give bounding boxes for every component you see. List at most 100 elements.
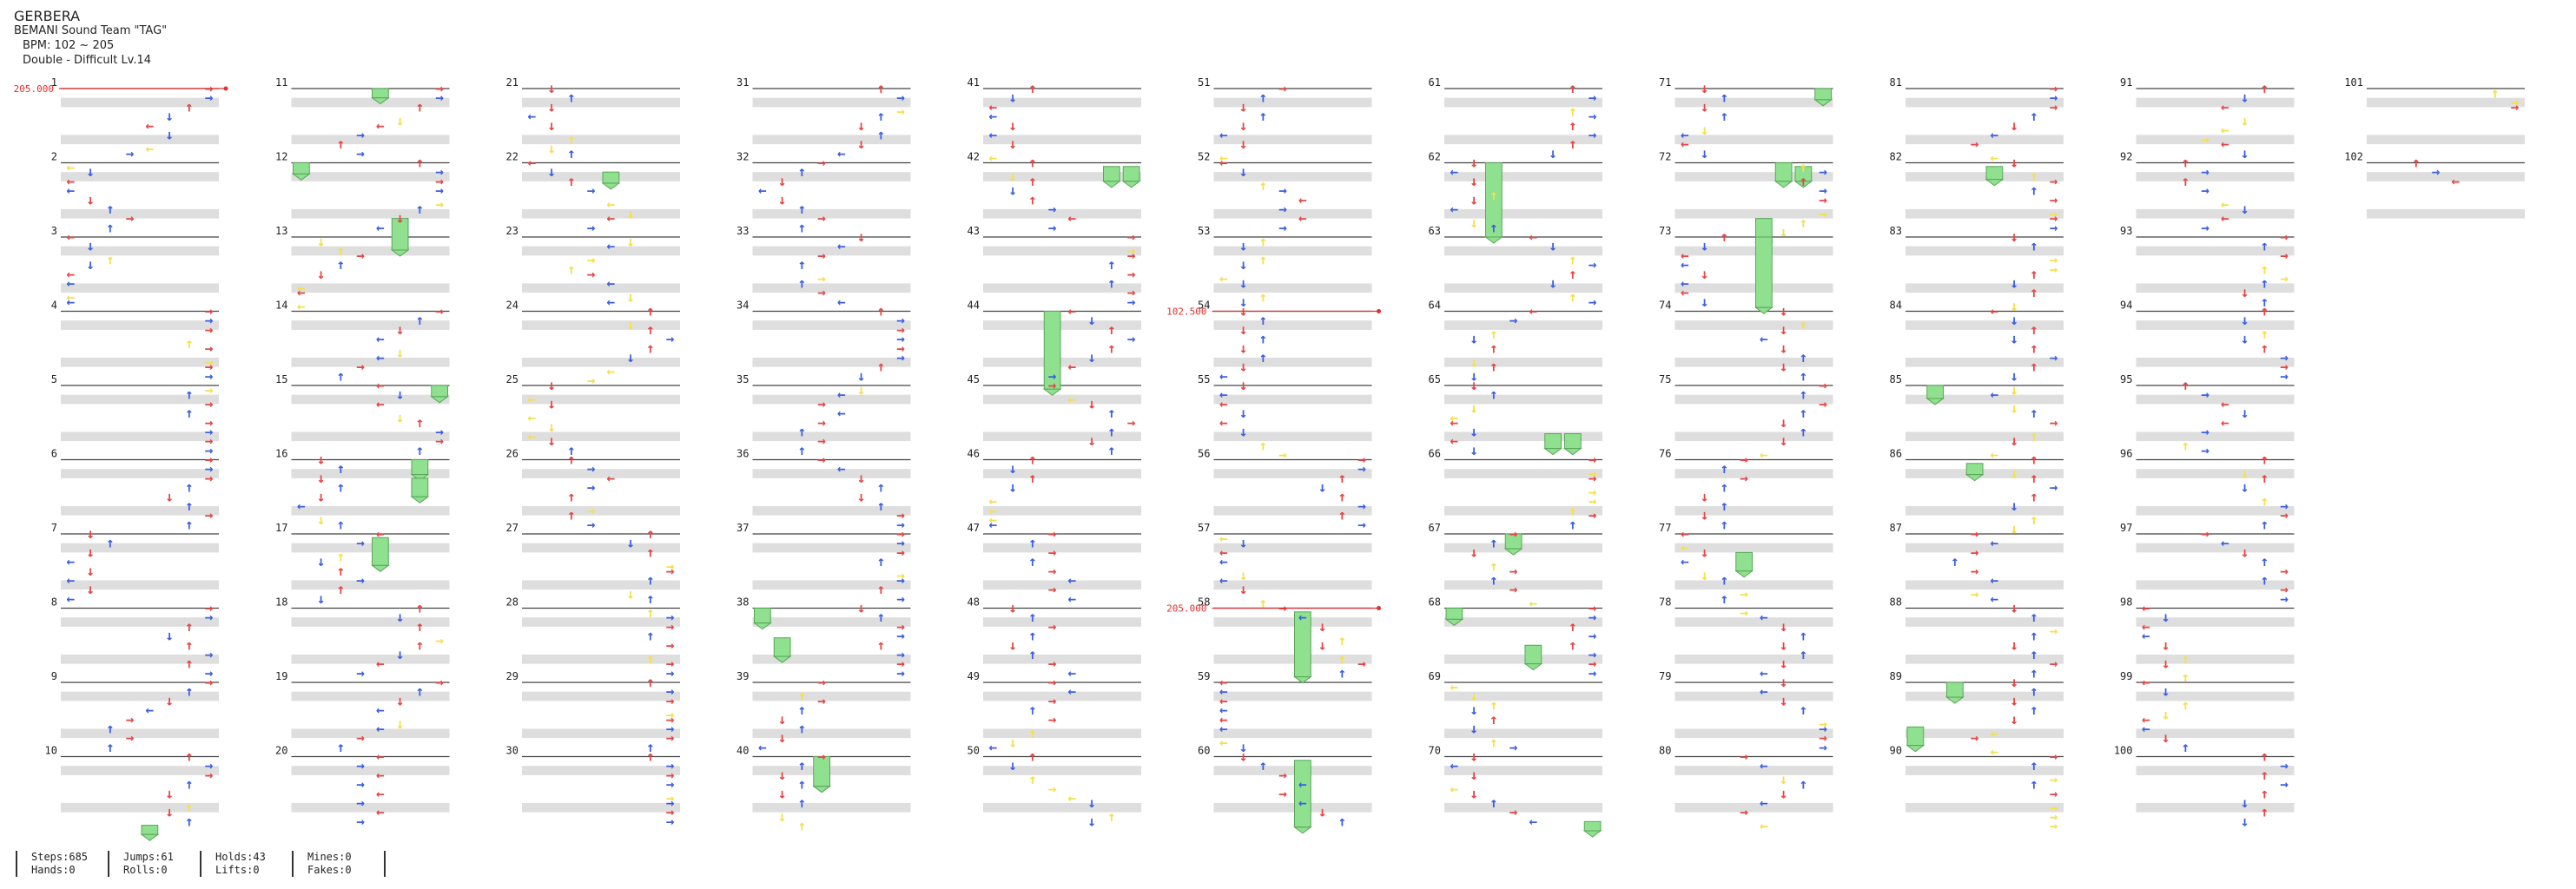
arrow-note: ↓ [1780, 771, 1788, 787]
arrow-note: ↑ [1721, 516, 1729, 532]
arrow-note: ← [1760, 331, 1768, 347]
arrow-note: ↑ [798, 442, 807, 458]
arrow-note: ← [146, 117, 155, 134]
beat-band [1674, 802, 1833, 813]
beat-band [1213, 543, 1372, 553]
arrow-note: ↓ [2241, 284, 2249, 300]
beat-band [752, 691, 911, 701]
hold-note [293, 162, 310, 175]
arrow-note: → [1819, 720, 1827, 736]
arrow-note: ↑ [798, 219, 807, 235]
beat-band [61, 580, 219, 590]
arrow-note: ↑ [2030, 266, 2038, 282]
beat-band [291, 283, 450, 293]
arrow-note: ↓ [396, 409, 405, 425]
arrow-note: → [435, 182, 444, 199]
song-info: GERBERA BEMANI Sound Team "TAG" BPM: 102… [14, 9, 167, 68]
arrow-note: ↑ [1259, 331, 1268, 347]
hold-note [1103, 166, 1120, 182]
arrow-note: → [896, 655, 905, 672]
arrow-note: → [2050, 252, 2058, 268]
beat-band [1674, 691, 1833, 701]
beat-band [1444, 766, 1602, 775]
measure-number: 18 [275, 596, 287, 609]
beat-band [61, 172, 219, 181]
arrow-note: ↑ [646, 674, 655, 690]
measure-number: 78 [1659, 596, 1671, 609]
arrow-note: ↓ [1008, 479, 1017, 496]
beat-band [752, 357, 911, 367]
arrow-note: ↓ [1008, 135, 1017, 152]
arrow-note: → [1589, 628, 1597, 644]
arrow-note: → [1589, 126, 1597, 142]
hold-tail [752, 622, 772, 630]
hold-tail [1945, 696, 1965, 704]
beat-band [2136, 728, 2295, 739]
arrow-note: → [205, 442, 214, 458]
arrow-note: ← [1068, 359, 1077, 375]
arrow-note: ← [989, 739, 998, 755]
arrow-note: → [205, 664, 214, 681]
beat-band [2136, 691, 2295, 701]
arrow-note: ← [837, 145, 846, 161]
arrow-note: → [435, 632, 444, 649]
beat-band [1906, 654, 2064, 664]
arrow-note: ← [1991, 535, 1999, 551]
arrow-note: ↓ [165, 785, 174, 801]
arrow-note: ↑ [2261, 260, 2269, 277]
arrow-note: ↑ [798, 274, 807, 291]
measure-number: 16 [275, 448, 287, 460]
hold-tail [410, 474, 430, 482]
measure-number: 102 [2344, 151, 2363, 163]
arrow-note: ↑ [1259, 108, 1268, 124]
arrow-note: ↑ [1800, 317, 1808, 333]
arrow-note: → [666, 706, 675, 722]
arrow-note: ← [1068, 590, 1077, 607]
arrow-note: → [2280, 349, 2289, 365]
arrow-note: → [2280, 563, 2289, 579]
arrow-note: ↓ [547, 432, 556, 449]
beat-band [752, 580, 911, 590]
arrow-note: → [1048, 674, 1057, 690]
beat-band [291, 172, 450, 181]
arrow-note: ↓ [1239, 98, 1248, 115]
arrow-note: ↓ [1470, 367, 1478, 384]
arrow-note: ↓ [1239, 535, 1248, 551]
arrow-note: ↑ [1569, 288, 1577, 305]
song-title: GERBERA [14, 8, 81, 24]
beat-band [752, 208, 911, 219]
arrow-note: ← [67, 182, 76, 199]
arrow-note: ← [989, 511, 998, 528]
arrow-note: ↑ [1259, 595, 1268, 611]
arrow-note: → [1589, 293, 1597, 310]
measure-number: 69 [1429, 670, 1441, 682]
arrow-note: ↑ [646, 748, 655, 765]
beat-band [983, 135, 1141, 145]
arrow-note: ↑ [416, 155, 425, 171]
arrow-note: ↑ [2261, 326, 2269, 342]
arrow-note: ← [1760, 757, 1768, 774]
hold-tail [601, 182, 621, 190]
fakes-count: Fakes:0 [307, 864, 352, 876]
arrow-note: → [205, 432, 214, 449]
arrow-note: → [205, 414, 214, 431]
arrow-note: ↑ [337, 581, 346, 597]
arrow-note: ↑ [416, 600, 425, 616]
arrow-note: ↑ [1259, 252, 1268, 268]
arrow-note: → [205, 451, 214, 468]
arrow-note: ← [989, 126, 998, 142]
arrow-note: ↑ [1800, 367, 1808, 384]
arrow-note: → [896, 349, 905, 365]
arrow-note: ↑ [2261, 274, 2269, 291]
arrow-note: → [896, 628, 905, 644]
arrow-note: ← [528, 108, 537, 124]
arrow-note: ↓ [2241, 331, 2249, 347]
arrow-note: ↓ [2162, 655, 2170, 672]
beat-band [1444, 617, 1602, 627]
arrow-note: ← [1450, 780, 1459, 797]
arrow-note: ↓ [2162, 729, 2170, 746]
arrow-note: ↑ [1107, 339, 1116, 356]
hold-tail [1292, 676, 1312, 684]
arrow-note: ← [1991, 126, 1999, 142]
arrow-note: → [587, 516, 596, 532]
